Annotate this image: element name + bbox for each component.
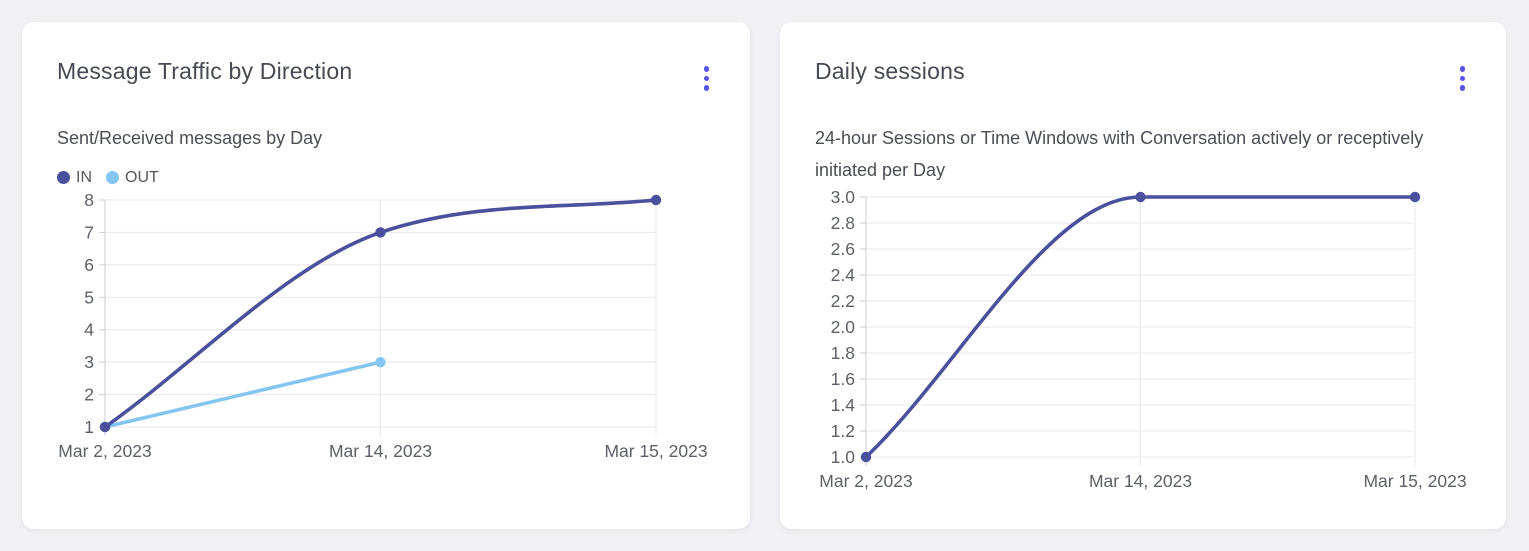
card-daily-sessions: Daily sessions 24-hour Sessions or Time …	[780, 22, 1506, 529]
svg-text:2.8: 2.8	[831, 213, 855, 233]
card-title: Daily sessions	[815, 58, 965, 84]
svg-text:Mar 2, 2023: Mar 2, 2023	[58, 441, 151, 461]
legend-item-in[interactable]: IN	[57, 169, 92, 187]
svg-text:2.6: 2.6	[831, 239, 855, 259]
card-subtitle: Sent/Received messages by Day	[57, 127, 323, 148]
card-header: Daily sessions	[815, 58, 1471, 96]
svg-text:Mar 14, 2023: Mar 14, 2023	[1089, 471, 1192, 491]
svg-text:5: 5	[84, 287, 94, 307]
kebab-menu-icon	[703, 66, 709, 91]
svg-text:2.4: 2.4	[831, 265, 856, 285]
svg-text:2.0: 2.0	[831, 317, 856, 337]
svg-text:1.0: 1.0	[831, 447, 856, 467]
legend-dot	[57, 171, 70, 184]
card-menu-button[interactable]	[1454, 61, 1472, 96]
card-subtitle: 24-hour Sessions or Time Windows with Co…	[815, 127, 1424, 180]
svg-text:Mar 14, 2023: Mar 14, 2023	[329, 441, 432, 461]
svg-text:1.2: 1.2	[831, 421, 855, 441]
svg-text:6: 6	[84, 254, 94, 274]
legend-label: IN	[76, 168, 92, 186]
legend-item-out[interactable]: OUT	[106, 169, 159, 187]
svg-text:4: 4	[84, 319, 94, 339]
svg-text:2.2: 2.2	[831, 291, 855, 311]
svg-text:1.8: 1.8	[831, 343, 855, 363]
svg-text:7: 7	[84, 222, 94, 242]
card-title: Message Traffic by Direction	[57, 58, 353, 84]
kebab-menu-icon	[1459, 66, 1465, 91]
svg-text:Mar 2, 2023: Mar 2, 2023	[819, 471, 912, 491]
svg-text:8: 8	[84, 190, 94, 210]
line-chart-message-traffic: 8 7 6 5 4 3 2 1 Mar 2, 2023 Mar 14, 2023 Mar 15, 2…	[58, 190, 707, 461]
svg-text:1.4: 1.4	[831, 395, 856, 415]
card-message-traffic: Message Traffic by Direction Sent/Receiv…	[22, 22, 750, 529]
card-header: Message Traffic by Direction	[57, 58, 715, 96]
svg-text:Mar 15, 2023: Mar 15, 2023	[1363, 471, 1466, 491]
card-menu-button[interactable]	[698, 61, 716, 96]
legend-dot	[106, 171, 119, 184]
svg-text:1.6: 1.6	[831, 369, 855, 389]
svg-text:3.0: 3.0	[831, 187, 856, 207]
legend-label: OUT	[125, 168, 159, 186]
chart-legend: IN OUT	[57, 169, 715, 187]
svg-text:1: 1	[84, 417, 94, 437]
svg-text:3: 3	[84, 352, 94, 372]
svg-text:2: 2	[84, 384, 94, 404]
line-chart-daily-sessions: 3.0 2.8 2.6 2.4 2.2 2.0 1.8 1.6 1.4 1.2 1.0 Mar 2, …	[819, 187, 1466, 491]
svg-text:Mar 15, 2023: Mar 15, 2023	[604, 441, 707, 461]
